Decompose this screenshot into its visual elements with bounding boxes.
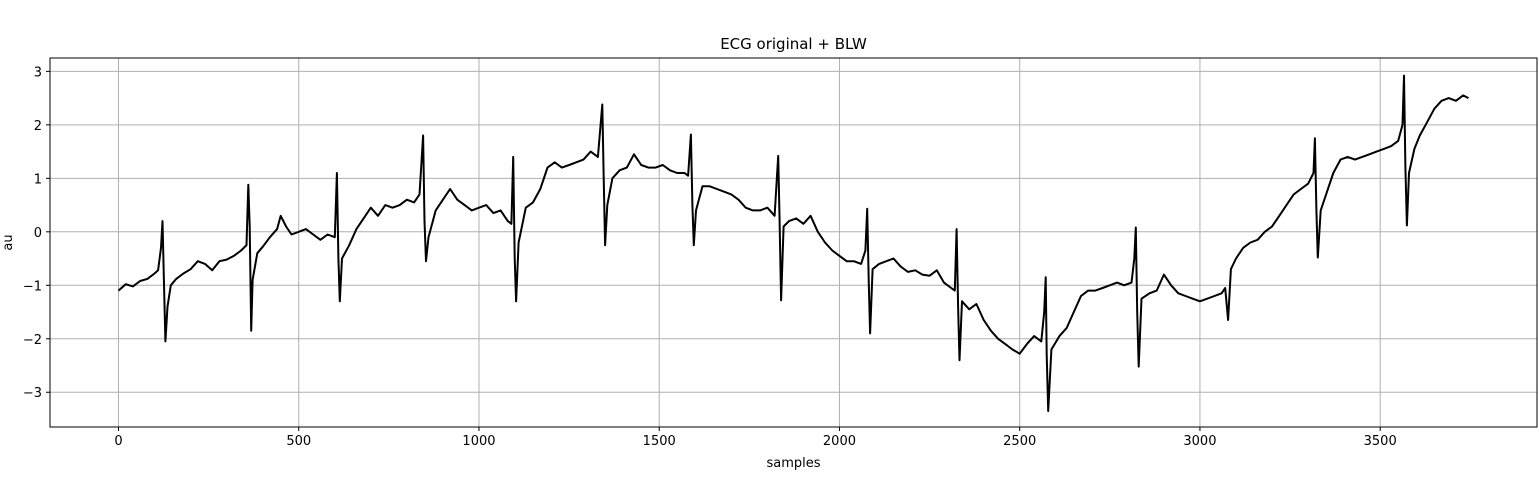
y-tick-label: −1: [23, 279, 42, 294]
y-axis-ticks: −3 −2 −1 0 1 2 3: [23, 65, 50, 401]
y-tick-label: 1: [34, 172, 42, 187]
y-axis-label: au: [1, 234, 16, 250]
y-tick-label: −2: [23, 333, 42, 348]
y-tick-label: 3: [34, 65, 42, 80]
chart-title: ECG original + BLW: [720, 35, 867, 53]
x-tick-label: 2000: [823, 434, 856, 449]
y-tick-label: 0: [34, 226, 42, 241]
x-tick-label: 3000: [1183, 434, 1216, 449]
plot-frame: [49, 57, 1538, 428]
x-tick-label: 500: [286, 434, 311, 449]
y-tick-label: −3: [23, 386, 42, 401]
x-tick-label: 1500: [643, 434, 676, 449]
x-tick-label: 1000: [462, 434, 495, 449]
y-tick-label: 2: [34, 119, 42, 134]
x-tick-label: 2500: [1003, 434, 1036, 449]
x-axis-label: samples: [766, 456, 820, 471]
x-tick-label: 0: [114, 434, 122, 449]
x-axis-ticks: 0 500 1000 1500 2000 2500 3000 3500: [114, 427, 1397, 449]
series-layer: [117, 74, 1469, 412]
ecg-series-line: [117, 74, 1469, 412]
x-tick-label: 3500: [1364, 434, 1397, 449]
